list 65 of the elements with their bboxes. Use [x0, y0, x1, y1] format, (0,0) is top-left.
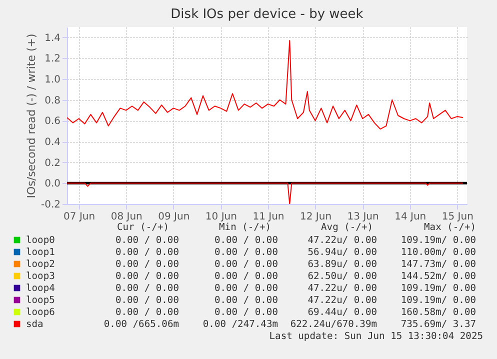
legend-label: loop1: [26, 247, 56, 258]
y-tick-label: 0.0: [44, 178, 60, 190]
text: 0.00 / 0.00: [115, 271, 180, 282]
legend-label: loop5: [26, 295, 55, 306]
text: Cur (-/+): [117, 222, 169, 233]
y-tick-label: 0.6: [44, 116, 60, 128]
text: Last update: Sun Jun 15 13:30:04 2025: [269, 331, 483, 342]
text: 110.00m/ 0.00: [400, 247, 476, 258]
x-tick-label: 15 Jun: [442, 212, 474, 222]
text: 56.94u/ 0.00: [308, 247, 378, 258]
y-tick-label: 0.4: [44, 137, 60, 148]
x-tick-label: 07 Jun: [64, 212, 96, 222]
legend-label: loop0: [26, 235, 56, 246]
text: Max (-/+): [424, 222, 476, 233]
x-tick-label: 13 Jun: [347, 212, 379, 222]
y-tick-label: 0.2: [44, 158, 60, 169]
text: 0.00 / 0.00: [115, 295, 180, 306]
text: 735.69m/ 3.37: [400, 319, 476, 330]
legend-label: loop3: [26, 271, 56, 282]
text: 109.19m/ 0.00: [400, 295, 476, 306]
text: 0.00 / 0.00: [214, 259, 278, 270]
y-tick-label: 1.2: [44, 54, 60, 65]
text: 0.00 / 0.00: [115, 259, 180, 270]
text: 0.00 / 0.00: [115, 247, 180, 258]
text: 0.00 / 0.00: [214, 283, 278, 294]
x-tick-label: 12 Jun: [300, 212, 332, 222]
y-tick-label: 0.8: [44, 95, 60, 106]
text: 0.00 / 0.00: [214, 307, 278, 318]
x-tick-label: 08 Jun: [110, 212, 142, 222]
text: 147.73m/ 0.00: [400, 259, 476, 270]
x-tick-label: 14 Jun: [394, 212, 426, 222]
text: 0.00 /665.06m: [104, 319, 180, 330]
text: 0.00 / 0.00: [214, 235, 278, 246]
text: 63.89u/ 0.00: [308, 259, 378, 270]
text: 0.00 / 0.00: [115, 307, 180, 318]
y-tick-label: -0.2: [40, 200, 60, 210]
text: 144.52m/ 0.00: [400, 271, 476, 282]
text: 160.58m/ 0.00: [400, 307, 476, 318]
text: 0.00 / 0.00: [214, 271, 278, 282]
x-tick-label: 09 Jun: [158, 212, 190, 222]
y-tick-label: 1.4: [44, 32, 60, 44]
legend-label: sda: [26, 319, 44, 330]
text: 0.00 /247.43m: [202, 319, 278, 330]
text: 47.22u/ 0.00: [308, 283, 378, 294]
text: 69.44u/ 0.00: [308, 307, 378, 318]
text: 47.22u/ 0.00: [308, 295, 378, 306]
text: 109.19m/ 0.00: [400, 283, 476, 294]
text: 0.00 / 0.00: [214, 295, 278, 306]
text: 62.50u/ 0.00: [308, 271, 378, 282]
x-tick-label: 10 Jun: [205, 212, 237, 222]
text: 47.22u/ 0.00: [308, 235, 378, 246]
text: 0.00 / 0.00: [115, 235, 180, 246]
legend-label: loop4: [26, 283, 56, 294]
text: 0.00 / 0.00: [214, 247, 278, 258]
legend-label: loop6: [26, 307, 56, 318]
y-axis-title: IOs/second read (-) / write (+): [24, 34, 38, 198]
x-tick-label: 11 Jun: [252, 212, 284, 222]
legend-label: loop2: [26, 259, 55, 270]
text: 109.19m/ 0.00: [400, 235, 476, 246]
text: Avg (-/+): [321, 222, 373, 233]
text: Min (-/+): [219, 222, 271, 233]
y-tick-label: 1.0: [44, 74, 60, 86]
text: 622.24u/670.39m: [290, 319, 378, 330]
chart-title: Disk IOs per device - by week: [170, 7, 364, 22]
text: 0.00 / 0.00: [115, 283, 180, 294]
